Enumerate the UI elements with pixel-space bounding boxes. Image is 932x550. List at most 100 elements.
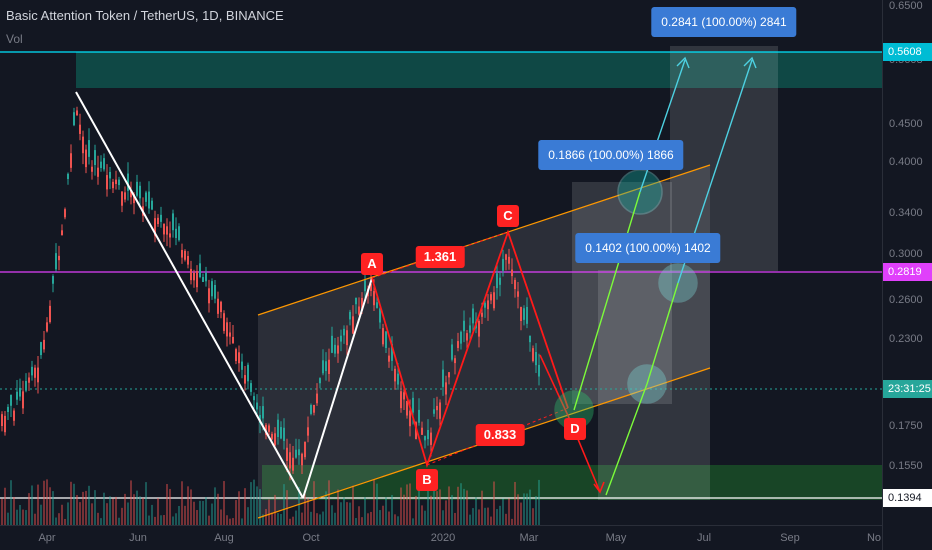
volume-bar xyxy=(127,502,129,525)
volume-bar xyxy=(502,498,504,525)
volume-bar xyxy=(247,507,249,525)
candle-body xyxy=(460,331,462,344)
symbol-title[interactable]: Basic Attention Token / TetherUS, 1D, BI… xyxy=(6,8,284,23)
volume-bar xyxy=(418,482,420,525)
volume-bar xyxy=(115,496,117,525)
volume-bar xyxy=(421,505,423,525)
volume-bar xyxy=(511,518,513,525)
volume-bar xyxy=(370,511,372,525)
volume-bar xyxy=(130,480,132,525)
volume-bar xyxy=(103,492,105,525)
candle-body xyxy=(418,409,420,423)
volume-bar xyxy=(109,496,111,525)
candle-body xyxy=(277,419,279,438)
price-tick: 0.3000 xyxy=(889,248,923,260)
candle-body xyxy=(184,250,186,260)
candle-body xyxy=(139,185,141,199)
candle-body xyxy=(502,258,504,271)
candle-body xyxy=(76,110,78,116)
volume-bar xyxy=(274,494,276,525)
supply-zone xyxy=(76,52,882,88)
candle-body xyxy=(454,358,456,364)
volume-bar xyxy=(499,505,501,525)
volume-bar xyxy=(196,510,198,525)
price-tick: 0.2300 xyxy=(889,333,923,345)
candle-body xyxy=(238,352,240,364)
candle-body xyxy=(523,308,525,320)
volume-bar xyxy=(202,500,204,525)
candle-body xyxy=(103,158,105,170)
candle-body xyxy=(52,276,54,284)
candle-body xyxy=(253,396,255,401)
volume-bar xyxy=(4,487,6,525)
candle-body xyxy=(250,383,252,392)
date-tick: May xyxy=(605,532,627,544)
candle-body xyxy=(436,405,438,411)
volume-bar xyxy=(163,515,165,525)
candle-body xyxy=(361,297,363,311)
candle-body xyxy=(304,441,306,458)
volume-bar xyxy=(301,512,303,525)
volume-bar xyxy=(451,495,453,525)
volume-bar xyxy=(160,515,162,525)
volume-bar xyxy=(79,502,81,525)
candle-body xyxy=(145,192,147,202)
volume-bar xyxy=(442,510,444,525)
price-label-0.2819: 0.2819 xyxy=(883,263,932,281)
volume-bar xyxy=(484,507,486,525)
cyan-arrow-1 xyxy=(639,59,686,193)
volume-bar xyxy=(259,489,261,525)
date-tick: Apr xyxy=(38,532,56,544)
volume-bar xyxy=(34,513,36,525)
price-axis[interactable]: 0.6500 0.5608 0.4500 0.4000 0.3400 0.300… xyxy=(882,0,932,550)
volume-bar xyxy=(517,494,519,525)
volume-bar xyxy=(232,518,234,525)
candle-body xyxy=(469,325,471,333)
volume-bar xyxy=(181,481,183,525)
volume-bar xyxy=(358,506,360,525)
candle-body xyxy=(520,306,522,321)
candle-body xyxy=(508,256,510,264)
volume-bar xyxy=(13,496,15,525)
volume-bar xyxy=(361,517,363,525)
candle-body xyxy=(478,321,480,337)
candle-body xyxy=(193,272,195,281)
candle-body xyxy=(514,279,516,290)
volume-bar xyxy=(100,518,102,525)
volume-bar xyxy=(424,510,426,525)
volume-bar xyxy=(475,497,477,525)
candle-body xyxy=(328,359,330,374)
volume-bar xyxy=(43,480,45,525)
candle-body xyxy=(376,302,378,308)
volume-bar xyxy=(448,486,450,525)
volume-bar xyxy=(85,490,87,525)
candle-body xyxy=(307,427,309,436)
candle-body xyxy=(379,308,381,323)
volume-bar xyxy=(217,493,219,525)
volume-bar xyxy=(295,510,297,525)
volume-bar xyxy=(523,493,525,525)
candle-body xyxy=(259,414,261,424)
volume-bar xyxy=(76,494,78,525)
date-tick: No xyxy=(866,532,882,544)
time-axis[interactable]: Apr Jun Aug Oct 2020 Mar May Jul Sep No xyxy=(0,525,882,550)
volume-bar xyxy=(454,512,456,525)
volume-bar xyxy=(538,479,540,525)
volume-bar xyxy=(385,497,387,525)
candle-body xyxy=(82,136,84,154)
candle-body xyxy=(433,409,435,414)
candle-body xyxy=(283,427,285,441)
target-label-0.1866: 0.1866 (100.00%) 1866 xyxy=(538,140,684,170)
volume-bar xyxy=(214,487,216,525)
candle-body xyxy=(136,181,138,196)
volume-bar xyxy=(493,481,495,525)
candle-body xyxy=(127,173,129,191)
candle-body xyxy=(97,167,99,177)
target-box-1 xyxy=(572,182,672,404)
volume-bar xyxy=(352,485,354,525)
candle-body xyxy=(94,150,96,166)
candle-body xyxy=(448,372,450,378)
candle-body xyxy=(529,335,531,343)
candle-body xyxy=(463,320,465,332)
